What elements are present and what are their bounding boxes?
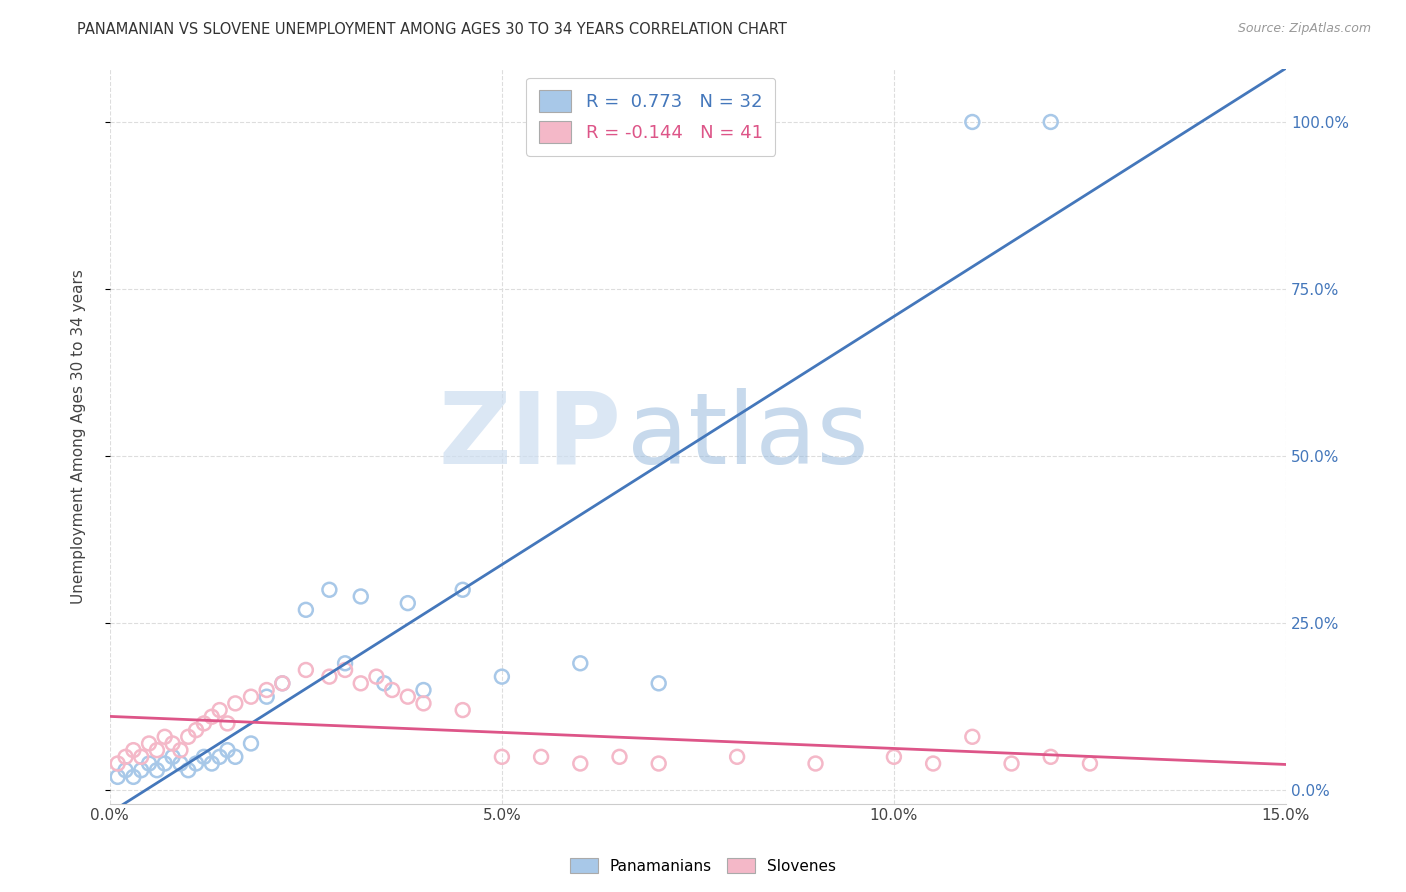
Point [569,657,592,671]
Point [647,676,669,690]
Point [122,770,145,784]
Point [962,115,984,129]
Point [169,756,191,771]
Point [333,663,356,677]
Point [162,736,184,750]
Point [153,730,176,744]
Legend: R =  0.773   N = 32, R = -0.144   N = 41: R = 0.773 N = 32, R = -0.144 N = 41 [526,78,776,156]
Point [169,743,191,757]
Point [396,596,419,610]
Point [412,697,434,711]
Point [1000,756,1022,771]
Point [271,676,294,690]
Point [162,749,184,764]
Point [295,603,318,617]
Point [1039,749,1062,764]
Point [491,670,513,684]
Point [201,710,224,724]
Point [122,743,145,757]
Point [381,683,404,698]
Legend: Panamanians, Slovenes: Panamanians, Slovenes [564,852,842,880]
Point [177,730,200,744]
Point [962,730,984,744]
Point [240,690,263,704]
Point [804,756,827,771]
Point [609,749,631,764]
Text: PANAMANIAN VS SLOVENE UNEMPLOYMENT AMONG AGES 30 TO 34 YEARS CORRELATION CHART: PANAMANIAN VS SLOVENE UNEMPLOYMENT AMONG… [77,22,787,37]
Point [138,756,160,771]
Point [114,749,136,764]
Point [350,676,373,690]
Point [193,749,215,764]
Point [184,756,207,771]
Y-axis label: Unemployment Among Ages 30 to 34 years: Unemployment Among Ages 30 to 34 years [72,268,86,604]
Point [1078,756,1101,771]
Point [271,676,294,690]
Point [224,697,246,711]
Point [153,756,176,771]
Point [451,703,474,717]
Point [107,756,129,771]
Point [295,663,318,677]
Point [146,763,169,777]
Text: Source: ZipAtlas.com: Source: ZipAtlas.com [1237,22,1371,36]
Point [373,676,395,690]
Point [1039,115,1062,129]
Point [725,749,748,764]
Point [530,749,553,764]
Point [569,756,592,771]
Point [224,749,246,764]
Point [138,736,160,750]
Point [184,723,207,738]
Point [396,690,419,704]
Point [412,683,434,698]
Point [333,657,356,671]
Point [318,670,340,684]
Point [883,749,905,764]
Point [208,749,231,764]
Point [193,716,215,731]
Point [217,743,239,757]
Text: atlas: atlas [627,387,869,484]
Point [922,756,945,771]
Point [318,582,340,597]
Point [217,716,239,731]
Point [647,756,669,771]
Point [129,749,152,764]
Point [201,756,224,771]
Point [240,736,263,750]
Point [129,763,152,777]
Point [208,703,231,717]
Point [451,582,474,597]
Point [114,763,136,777]
Point [256,683,278,698]
Point [350,590,373,604]
Point [491,749,513,764]
Text: ZIP: ZIP [439,387,621,484]
Point [146,743,169,757]
Point [177,763,200,777]
Point [107,770,129,784]
Point [366,670,388,684]
Point [256,690,278,704]
